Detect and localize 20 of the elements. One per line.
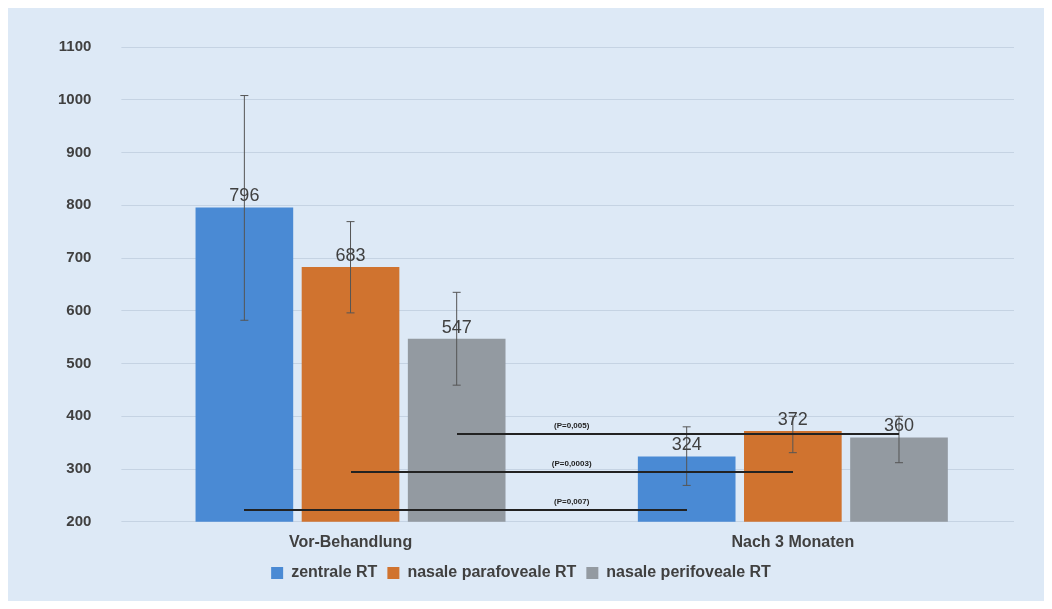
y-tick-label: 300 <box>66 459 92 477</box>
data-label: 360 <box>883 415 915 436</box>
legend-label: nasale perifoveale RT <box>606 563 772 581</box>
annotation: (P=0,0003) <box>551 459 592 468</box>
annotation: (P=0,007) <box>554 497 590 506</box>
y-tick-label: 800 <box>66 195 92 213</box>
y-tick-label: 1000 <box>57 89 92 107</box>
y-tick-label: 500 <box>66 353 92 371</box>
y-tick-label: 400 <box>66 406 92 424</box>
annotation: (P=0,005) <box>554 421 590 430</box>
y-tick-label: 900 <box>66 142 92 160</box>
x-tick-label: Vor-Behandlung <box>288 532 413 550</box>
legend-label: nasale parafoveale RT <box>407 563 577 581</box>
legend-label: zentrale RT <box>291 563 378 581</box>
y-tick-label: 600 <box>66 300 92 318</box>
y-tick-label: 1100 <box>58 37 92 55</box>
x-tick-label: Nach 3 Monaten <box>731 532 855 550</box>
data-label: 372 <box>777 409 808 430</box>
y-tick-label: 700 <box>66 248 92 266</box>
y-tick-label: 200 <box>66 511 92 529</box>
